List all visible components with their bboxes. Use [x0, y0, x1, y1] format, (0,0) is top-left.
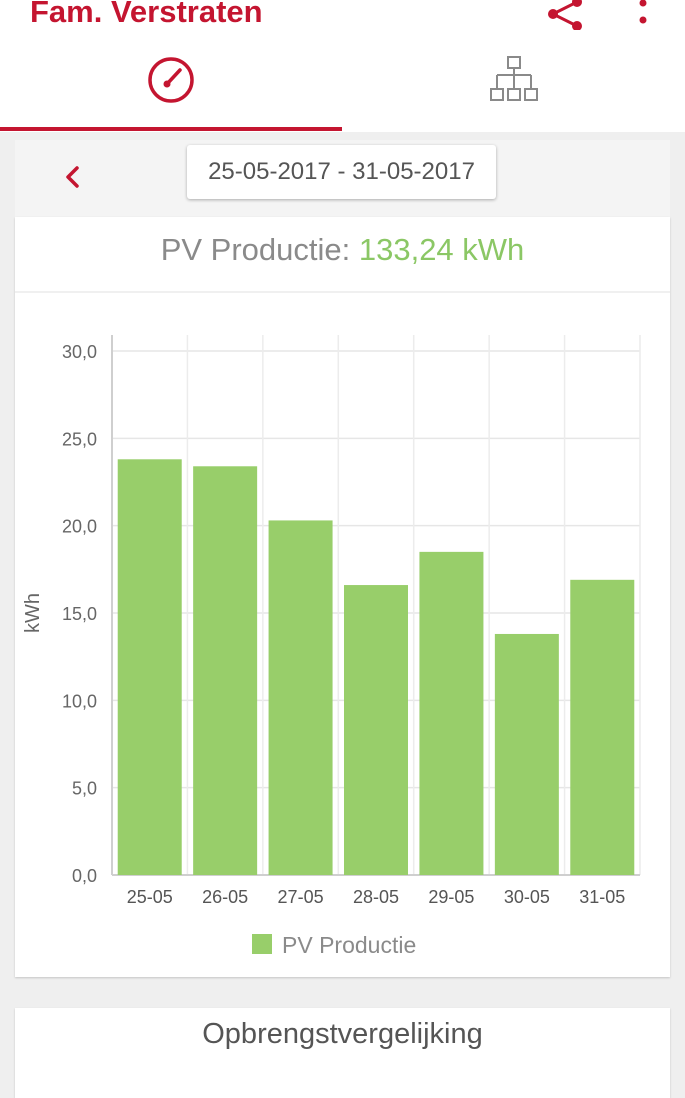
x-tick-label: 27-05 [278, 887, 324, 907]
share-icon[interactable] [543, 0, 583, 30]
y-tick-label: 10,0 [62, 691, 97, 711]
x-tick-label: 25-05 [127, 887, 173, 907]
y-tick-label: 25,0 [62, 429, 97, 449]
bar [117, 459, 182, 875]
x-tick-label: 28-05 [353, 887, 399, 907]
bar [494, 633, 559, 875]
app-title: Fam. Verstraten [30, 0, 263, 29]
y-tick-label: 15,0 [62, 604, 97, 624]
y-tick-label: 30,0 [62, 342, 97, 362]
date-range-button[interactable]: 25-05-2017 - 31-05-2017 [187, 145, 496, 199]
comparison-title: Opbrengstvergelijking [202, 1018, 483, 1050]
x-tick-label: 30-05 [504, 887, 550, 907]
summary-label: PV Productie: [160, 232, 359, 267]
app-bar: Fam. Verstraten [0, 0, 685, 132]
bar [570, 579, 635, 875]
period-selector: 25-05-2017 - 31-05-2017 [15, 140, 670, 217]
chevron-left-icon[interactable] [59, 160, 89, 194]
summary-value: 133,24 kWh [358, 232, 525, 267]
bar [268, 520, 333, 875]
chart-card: PV Productie: 133,24 kWh 0,0 5,0 10,0 15,0 2… [15, 217, 670, 977]
bar-chart: 0,0 5,0 10,0 15,0 20,0 25,0 30,0 25-05 26-05 27-0… [22, 335, 641, 958]
y-axis-label: kWh [22, 593, 44, 633]
comparison-card: Opbrengstvergelijking [15, 1008, 670, 1098]
production-summary: PV Productie: 133,24 kWh [15, 217, 670, 293]
x-tick-label: 26-05 [202, 887, 248, 907]
legend-label: PV Productie [282, 932, 416, 958]
tab-indicator [0, 127, 342, 131]
gauge-icon [148, 57, 194, 103]
tab-dashboard[interactable] [0, 40, 342, 130]
x-tick-label: 31-05 [579, 887, 625, 907]
y-tick-label: 20,0 [62, 517, 97, 537]
x-tick-label: 29-05 [428, 887, 474, 907]
y-tick-label: 0,0 [72, 866, 97, 886]
legend-swatch [252, 934, 272, 954]
y-tick-label: 5,0 [72, 779, 97, 799]
more-vert-icon[interactable] [632, 0, 654, 30]
bar [344, 585, 408, 875]
hierarchy-icon [490, 56, 538, 101]
bar [193, 466, 258, 875]
tab-network[interactable] [342, 40, 685, 130]
bar [419, 551, 484, 875]
